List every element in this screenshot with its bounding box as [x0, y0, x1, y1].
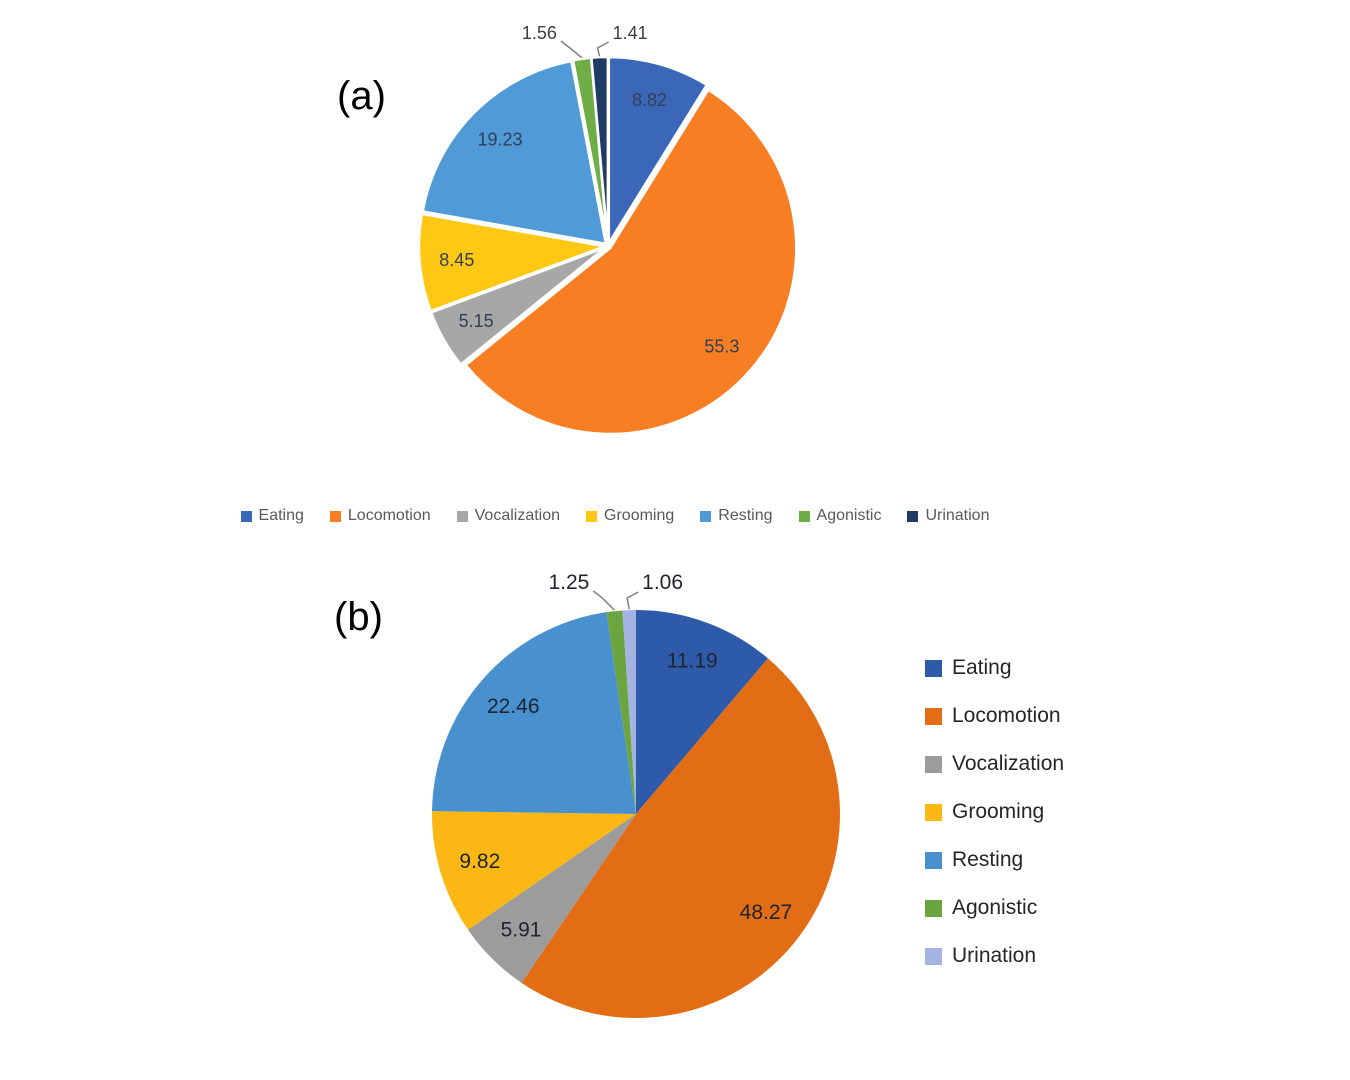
legend-a-item-grooming: Grooming	[586, 507, 674, 525]
leader-line	[596, 41, 609, 57]
pie-b-value-label-vocalization: 5.91	[501, 918, 542, 941]
legend-label: Resting	[952, 848, 1024, 871]
legend-swatch-agonistic-icon	[798, 510, 810, 522]
legend-swatch-eating-icon	[240, 510, 252, 522]
pie-b-slice-eating	[636, 610, 768, 814]
legend-label: Vocalization	[952, 752, 1065, 775]
legend-swatch-locomotion-icon	[925, 707, 942, 725]
legend-a-item-eating: Eating	[240, 507, 304, 525]
pie-b-slice-locomotion	[521, 658, 841, 1019]
pie-b-value-label-eating: 11.19	[667, 649, 718, 672]
legend-b-item-locomotion: Locomotion	[925, 704, 1064, 728]
legend-label: Locomotion	[347, 507, 431, 524]
legend-swatch-locomotion-icon	[329, 510, 341, 522]
pie-b-slice-urination	[622, 610, 636, 814]
pie-a-slice-eating	[607, 55, 709, 245]
legend-swatch-urination-icon	[925, 947, 942, 965]
pie-a-value-label-urination: 1.41	[613, 23, 648, 43]
pie-b-slice-agonistic	[606, 610, 636, 814]
legend-swatch-resting-icon	[925, 851, 942, 869]
pie-a-value-label-vocalization: 5.15	[459, 311, 494, 331]
pie-b-slice-resting	[432, 612, 636, 814]
legend-b-item-vocalization: Vocalization	[925, 752, 1064, 776]
legend-a-item-agonistic: Agonistic	[798, 507, 882, 525]
panel-a-label: (a)	[337, 74, 386, 118]
legend-label: Agonistic	[816, 507, 882, 524]
legend-label: Grooming	[952, 800, 1045, 823]
pie-b-value-label-grooming: 9.82	[459, 850, 500, 873]
panel-b-label: (b)	[334, 595, 383, 639]
pie-a-slice-grooming	[417, 212, 607, 313]
legend-label: Vocalization	[474, 507, 561, 524]
pie-a-value-label-eating: 8.82	[632, 90, 667, 110]
pie-a-slice-resting	[421, 59, 608, 246]
pie-a-value-label-resting: 19.23	[477, 129, 522, 149]
legend-swatch-grooming-icon	[925, 803, 942, 821]
pie-a-value-label-grooming: 8.45	[439, 250, 474, 270]
pie-a-slice-locomotion	[464, 88, 798, 436]
pie-a-slice-vocalization	[429, 246, 607, 366]
legend-label: Resting	[718, 507, 773, 524]
pie-b-value-label-resting: 22.46	[487, 695, 540, 718]
legend-a-item-urination: Urination	[907, 507, 989, 525]
legend-chart-a: Eating Locomotion Vocalization Grooming Rest…	[0, 507, 1230, 525]
pie-b-slice-vocalization	[468, 814, 636, 983]
legend-label: Eating	[952, 656, 1012, 679]
legend-chart-b: Eating Locomotion Vocalization Grooming Rest…	[925, 656, 1064, 968]
pie-b-value-label-locomotion: 48.27	[740, 901, 793, 924]
legend-label: Locomotion	[952, 704, 1061, 727]
legend-swatch-resting-icon	[700, 510, 712, 522]
legend-b-item-eating: Eating	[925, 656, 1064, 680]
pie-a-value-label-locomotion: 55.3	[704, 336, 739, 356]
legend-swatch-grooming-icon	[586, 510, 598, 522]
legend-a-item-resting: Resting	[700, 507, 773, 525]
pie-chart-b: 11.19 48.27 5.91 9.82 22.46 1.25 1.06	[432, 571, 841, 1019]
legend-swatch-urination-icon	[907, 510, 919, 522]
leader-line	[560, 40, 583, 59]
pie-b-slice-grooming	[432, 811, 636, 930]
pie-a-slice-urination	[590, 55, 610, 245]
leader-line	[592, 590, 615, 611]
legend-a-item-locomotion: Locomotion	[329, 507, 431, 525]
legend-swatch-eating-icon	[925, 659, 942, 677]
legend-swatch-vocalization-icon	[456, 510, 468, 522]
legend-b-item-grooming: Grooming	[925, 800, 1064, 824]
pie-b-value-label-agonistic: 1.25	[548, 571, 589, 594]
legend-swatch-agonistic-icon	[925, 899, 942, 917]
legend-label: Urination	[952, 944, 1037, 967]
legend-label: Urination	[925, 507, 990, 524]
pie-chart-a: 8.82 55.3 5.15 8.45 19.23 1.56 1.41	[417, 23, 798, 436]
legend-b-item-resting: Resting	[925, 848, 1064, 872]
legend-swatch-vocalization-icon	[925, 755, 942, 773]
legend-b-item-urination: Urination	[925, 944, 1064, 968]
pie-b-value-label-urination: 1.06	[642, 571, 683, 594]
pie-a-value-label-agonistic: 1.56	[522, 23, 557, 43]
leader-line	[626, 591, 639, 610]
legend-a-item-vocalization: Vocalization	[456, 507, 561, 525]
legend-label: Grooming	[604, 507, 675, 524]
legend-label: Eating	[258, 507, 304, 524]
legend-b-item-agonistic: Agonistic	[925, 896, 1064, 920]
legend-label: Agonistic	[952, 896, 1038, 919]
